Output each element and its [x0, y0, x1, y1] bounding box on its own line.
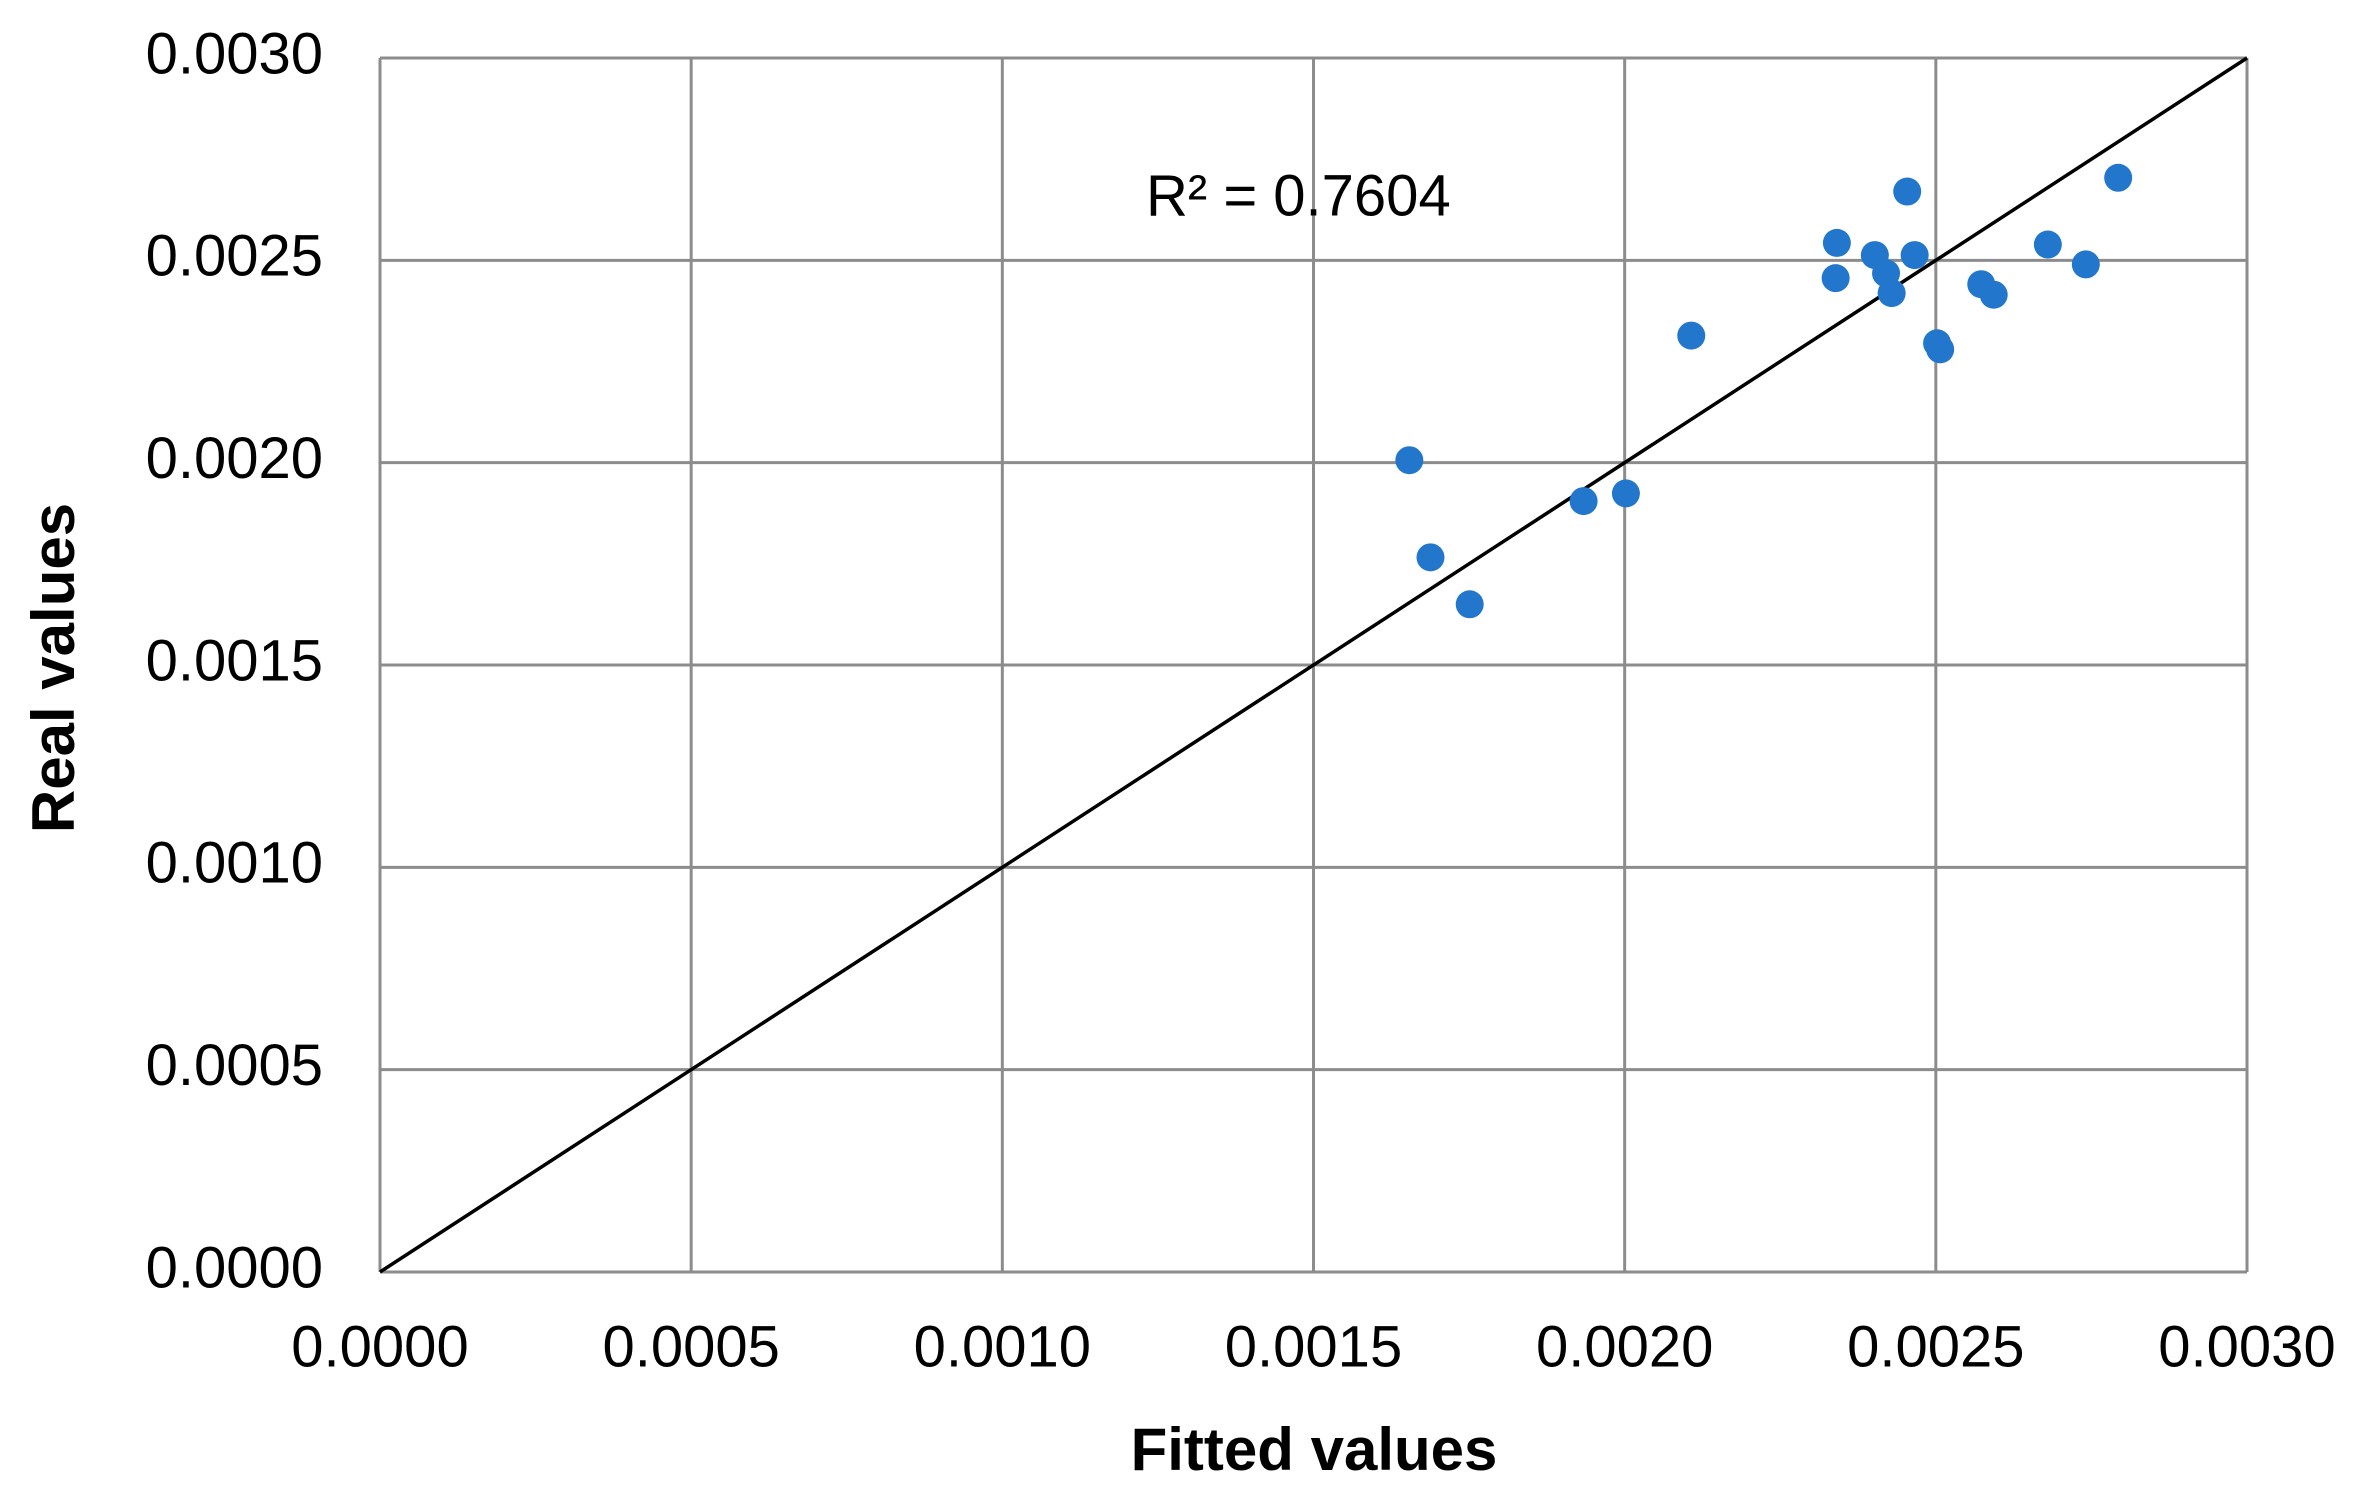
y-tick-label: 0.0025: [146, 224, 323, 289]
x-tick-label: 0.0030: [2158, 1314, 2335, 1379]
data-point: [1821, 264, 1850, 293]
data-point: [2033, 230, 2062, 259]
data-point: [2104, 163, 2133, 192]
x-axis-title: Fitted values: [1131, 1416, 1498, 1483]
y-tick-label: 0.0000: [146, 1235, 323, 1300]
data-point: [1677, 321, 1706, 350]
y-tick-label: 0.0005: [146, 1033, 323, 1098]
x-tick-label: 0.0020: [1536, 1314, 1713, 1379]
data-point: [1900, 241, 1929, 270]
x-tick-label: 0.0025: [1847, 1314, 2024, 1379]
x-tick-label: 0.0005: [602, 1314, 779, 1379]
data-point: [1877, 279, 1906, 308]
data-point: [2071, 250, 2100, 279]
y-tick-label: 0.0020: [146, 426, 323, 491]
data-point: [1569, 487, 1598, 516]
data-point: [1893, 177, 1922, 206]
data-point: [1926, 335, 1955, 364]
data-point: [1822, 228, 1851, 257]
x-tick-label: 0.0015: [1225, 1314, 1402, 1379]
data-point: [1416, 543, 1445, 572]
r-squared-annotation: R² = 0.7604: [1146, 163, 1451, 228]
x-tick-label: 0.0000: [291, 1314, 468, 1379]
data-point: [1979, 280, 2008, 309]
x-tick-label: 0.0010: [914, 1314, 1091, 1379]
data-point: [1395, 446, 1424, 475]
y-tick-label: 0.0010: [146, 831, 323, 896]
data-point: [1611, 479, 1640, 508]
reference-line: [379, 56, 2248, 1274]
y-tick-label: 0.0030: [146, 21, 323, 86]
y-tick-label: 0.0015: [146, 628, 323, 693]
y-axis-title: Real values: [20, 503, 87, 833]
data-point: [1455, 590, 1484, 619]
